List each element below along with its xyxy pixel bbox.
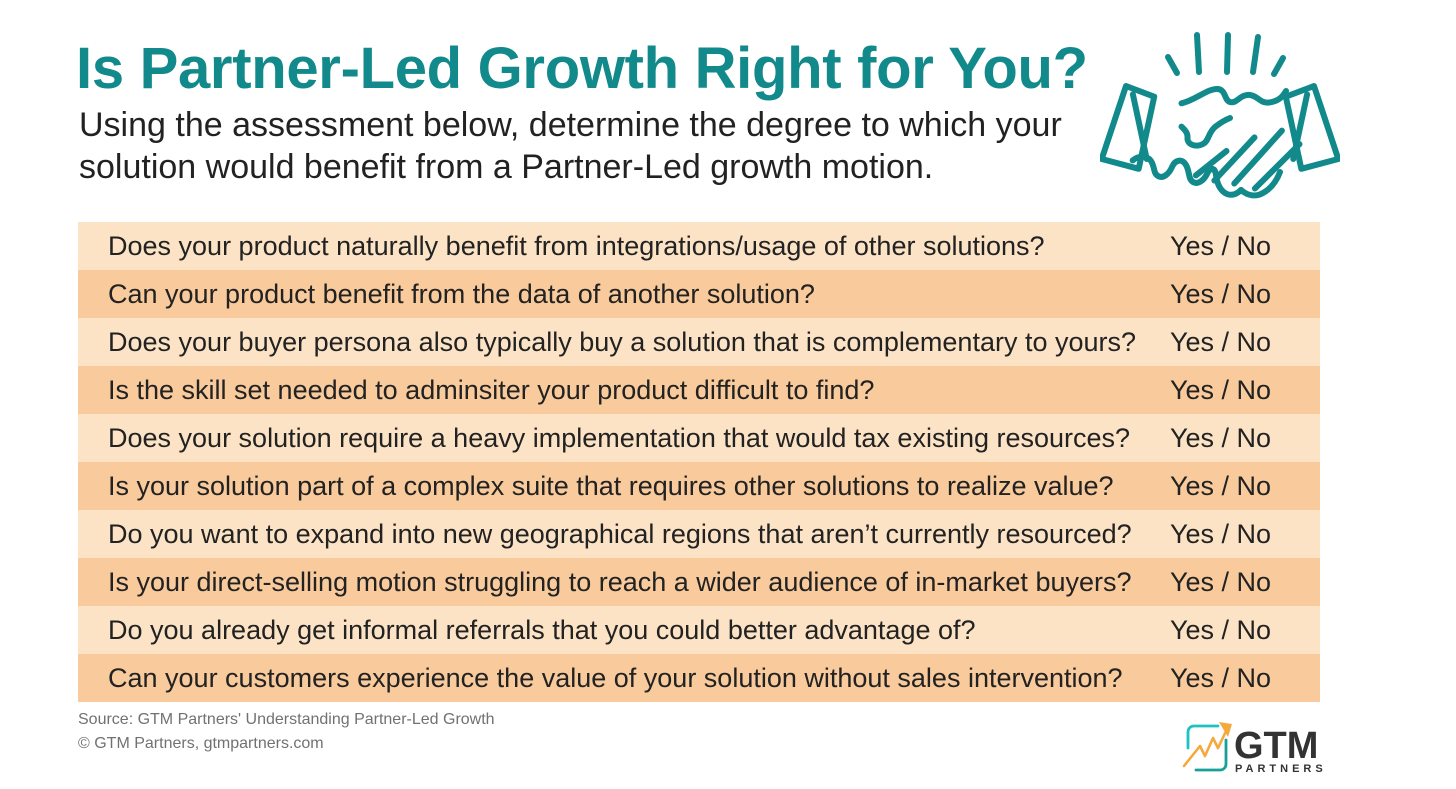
svg-text:GTM: GTM <box>1234 725 1318 767</box>
svg-text:PARTNERS: PARTNERS <box>1235 763 1327 775</box>
